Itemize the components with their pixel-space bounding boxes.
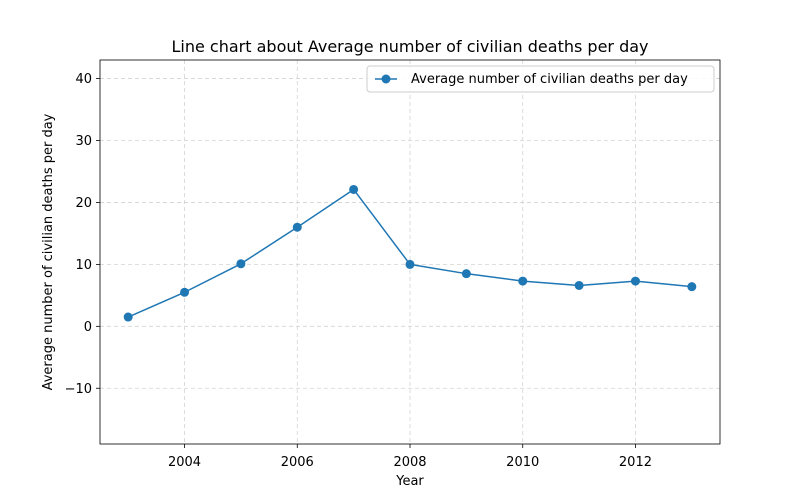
data-point <box>518 276 528 286</box>
data-point <box>123 312 133 322</box>
x-tick-label: 2008 <box>393 455 426 470</box>
y-tick-label: 20 <box>75 196 92 211</box>
data-point <box>461 269 471 279</box>
data-point <box>574 280 584 290</box>
data-point <box>687 282 697 292</box>
data-point <box>236 259 246 269</box>
data-point <box>180 287 190 297</box>
legend: Average number of civilian deaths per da… <box>366 65 715 93</box>
y-tick-label: 10 <box>75 258 92 273</box>
y-tick-label: 0 <box>84 320 92 335</box>
data-point <box>292 222 302 232</box>
x-axis-label: Year <box>395 474 424 489</box>
data-point <box>405 259 415 269</box>
x-tick-label: 2004 <box>168 455 201 470</box>
data-point <box>630 276 640 286</box>
y-tick-label: −10 <box>65 382 92 397</box>
y-axis-label: Average number of civilian deaths per da… <box>41 113 56 390</box>
legend-box <box>366 65 715 93</box>
x-tick-label: 2010 <box>506 455 539 470</box>
legend-label: Average number of civilian deaths per da… <box>411 72 688 87</box>
x-tick-label: 2012 <box>619 455 652 470</box>
grid <box>100 60 720 444</box>
series <box>123 184 697 322</box>
y-tick-label: 40 <box>75 72 92 87</box>
chart-title: Line chart about Average number of civil… <box>172 37 649 56</box>
ticks: 2004 2006 2008 2010 2012 −10 0 10 20 30 40 <box>65 72 652 470</box>
x-tick-label: 2006 <box>281 455 314 470</box>
data-point <box>349 184 359 194</box>
y-tick-label: 30 <box>75 134 92 149</box>
legend-marker-swatch <box>381 74 391 84</box>
